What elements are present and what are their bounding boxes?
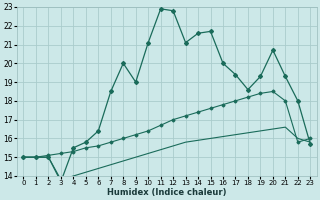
X-axis label: Humidex (Indice chaleur): Humidex (Indice chaleur) (107, 188, 227, 197)
